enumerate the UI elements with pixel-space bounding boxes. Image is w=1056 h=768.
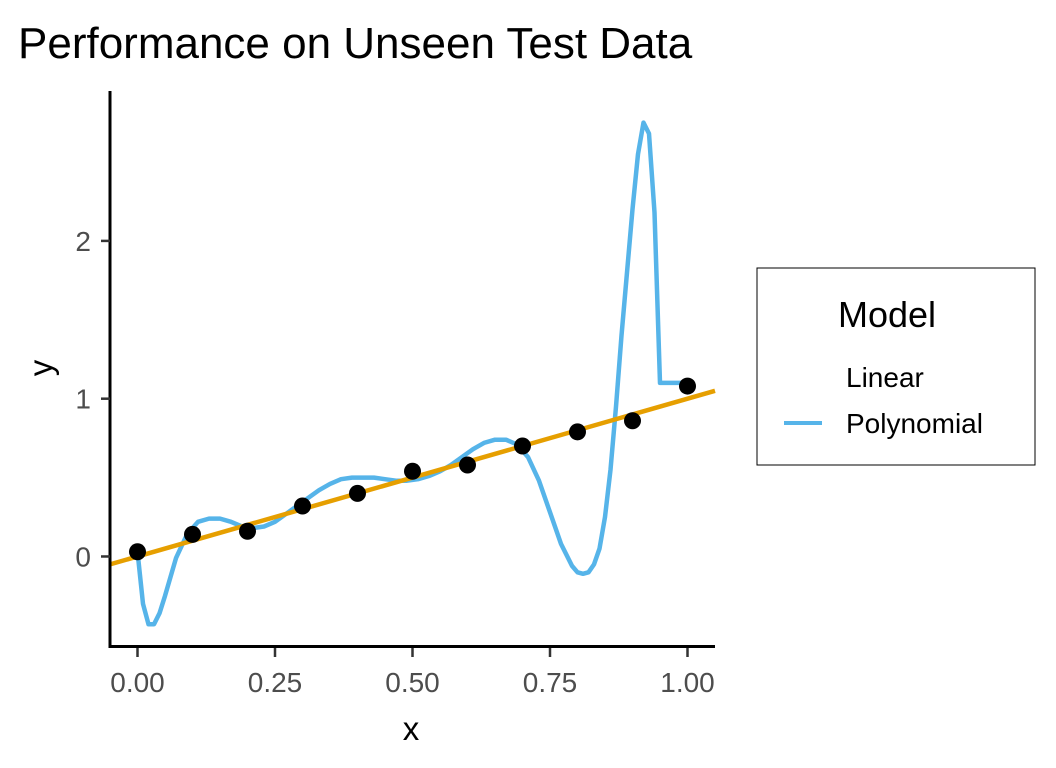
y-tick-label: 2 bbox=[75, 226, 91, 257]
data-point bbox=[404, 462, 421, 480]
data-point bbox=[514, 437, 531, 455]
legend-label-linear: Linear bbox=[846, 362, 924, 393]
data-point bbox=[239, 522, 256, 540]
data-point bbox=[569, 423, 586, 441]
series-line-polynomial bbox=[135, 120, 690, 627]
legend-label-polynomial: Polynomial bbox=[846, 408, 983, 439]
data-point bbox=[129, 543, 146, 561]
data-point bbox=[184, 525, 201, 543]
x-tick-label: 1.00 bbox=[660, 667, 715, 698]
x-ticks: 0.00 0.25 0.50 0.75 1.00 bbox=[110, 648, 715, 698]
y-tick-label: 1 bbox=[75, 384, 91, 415]
x-tick-label: 0.00 bbox=[110, 667, 165, 698]
y-tick-label: 0 bbox=[75, 541, 91, 572]
x-tick-label: 0.75 bbox=[523, 667, 578, 698]
x-tick-label: 0.25 bbox=[248, 667, 303, 698]
x-axis-label: x bbox=[403, 710, 420, 747]
x-tick-label: 0.50 bbox=[385, 667, 440, 698]
data-point bbox=[624, 412, 641, 430]
y-axis-label: y bbox=[22, 359, 59, 376]
data-point bbox=[459, 456, 476, 474]
chart-title: Performance on Unseen Test Data bbox=[18, 19, 693, 68]
legend-title: Model bbox=[838, 294, 936, 335]
legend-box bbox=[756, 267, 1036, 466]
legend: Model Linear Polynomial bbox=[756, 267, 1036, 466]
y-ticks: 0 1 2 bbox=[75, 226, 110, 572]
data-point bbox=[679, 377, 696, 395]
data-point bbox=[349, 484, 366, 502]
data-point bbox=[294, 497, 311, 515]
plot-area bbox=[109, 120, 716, 627]
